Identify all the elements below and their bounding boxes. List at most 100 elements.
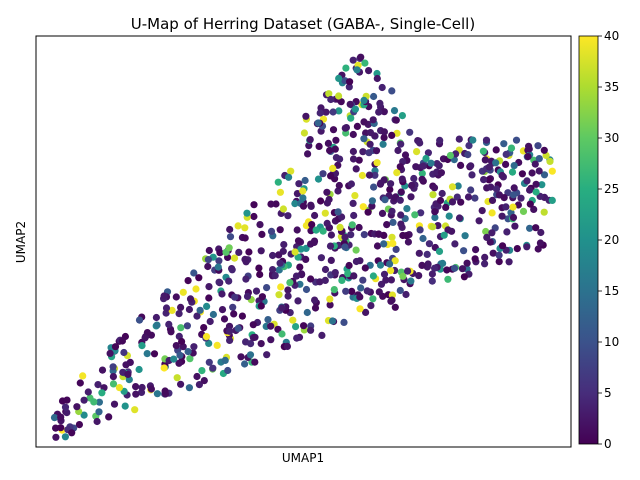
scatter-point xyxy=(386,260,394,268)
scatter-point xyxy=(226,225,234,234)
scatter-point xyxy=(380,240,388,248)
scatter-point xyxy=(110,400,119,408)
scatter-point xyxy=(397,140,405,148)
scatter-point xyxy=(93,417,101,426)
scatter-point xyxy=(404,267,412,275)
scatter-point xyxy=(319,227,327,235)
scatter-point xyxy=(546,157,554,165)
scatter-point xyxy=(375,108,383,116)
scatter-point xyxy=(368,202,376,210)
scatter-point xyxy=(502,160,510,168)
scatter-point xyxy=(315,142,323,150)
scatter-point xyxy=(225,322,234,330)
scatter-point xyxy=(323,199,331,207)
scatter-point xyxy=(338,213,346,221)
scatter-point xyxy=(118,337,126,345)
scatter-point xyxy=(276,226,284,234)
scatter-point xyxy=(215,278,223,286)
colorbar-ticks: 0 5 10 15 20 25 30 35 40 xyxy=(598,29,619,451)
scatter-point xyxy=(454,182,462,190)
scatter-point xyxy=(419,162,427,170)
scatter-point xyxy=(196,306,204,314)
scatter-point xyxy=(299,187,307,195)
scatter-point xyxy=(326,242,335,250)
scatter-point xyxy=(284,292,292,300)
scatter-point xyxy=(461,232,469,240)
scatter-point xyxy=(76,379,84,387)
scatter-point xyxy=(334,208,342,216)
scatter-point xyxy=(537,228,545,237)
scatter-point xyxy=(138,342,146,350)
scatter-point xyxy=(349,155,358,163)
scatter-point xyxy=(429,223,437,231)
scatter-point xyxy=(349,130,357,139)
scatter-point xyxy=(380,134,388,142)
scatter-point xyxy=(331,269,339,277)
colorbar-tick-label: 0 xyxy=(604,437,612,451)
scatter-point xyxy=(500,194,508,202)
scatter-point xyxy=(135,365,143,374)
scatter-point xyxy=(356,293,364,301)
scatter-point xyxy=(540,146,548,154)
scatter-point xyxy=(401,151,410,159)
scatter-point xyxy=(538,181,546,189)
scatter-point xyxy=(526,186,534,194)
scatter-point xyxy=(364,208,372,216)
scatter-point xyxy=(471,194,479,202)
scatter-point xyxy=(250,201,258,209)
scatter-point xyxy=(418,175,426,183)
scatter-point xyxy=(346,78,354,86)
scatter-point xyxy=(138,383,146,392)
scatter-point xyxy=(353,122,361,130)
scatter-point xyxy=(131,406,139,414)
scatter-point xyxy=(390,107,399,115)
scatter-point xyxy=(317,254,325,262)
scatter-point xyxy=(509,213,518,222)
scatter-point xyxy=(241,255,249,263)
scatter-point xyxy=(193,312,201,320)
scatter-point xyxy=(360,231,368,239)
scatter-point xyxy=(392,116,400,124)
scatter-point xyxy=(399,272,407,280)
scatter-point xyxy=(251,358,259,366)
scatter-point xyxy=(365,67,373,75)
scatter-point xyxy=(431,213,439,222)
scatter-point xyxy=(455,135,463,143)
scatter-point xyxy=(205,283,213,291)
scatter-point xyxy=(94,381,102,389)
scatter-point xyxy=(330,286,338,294)
scatter-point xyxy=(300,322,308,330)
scatter-point xyxy=(122,361,130,369)
scatter-point xyxy=(184,277,192,285)
scatter-point xyxy=(209,364,217,372)
scatter-point xyxy=(367,302,375,310)
scatter-point xyxy=(425,240,433,248)
scatter-point xyxy=(475,217,483,225)
scatter-point xyxy=(317,197,325,205)
scatter-point xyxy=(513,245,521,253)
scatter-point xyxy=(272,200,280,208)
scatter-point xyxy=(218,290,226,298)
scatter-point xyxy=(335,92,343,100)
scatter-point xyxy=(498,242,507,250)
scatter-point xyxy=(435,247,444,255)
scatter-point xyxy=(380,108,388,116)
scatter-point xyxy=(337,98,345,106)
scatter-point xyxy=(206,317,214,326)
scatter-point xyxy=(341,124,349,132)
scatter-point xyxy=(369,272,377,280)
scatter-point xyxy=(160,292,168,300)
scatter-point xyxy=(311,296,319,304)
scatter-point xyxy=(316,278,324,286)
scatter-point xyxy=(61,433,69,441)
scatter-point xyxy=(302,112,310,120)
scatter-point xyxy=(530,205,538,213)
scatter-point xyxy=(488,229,496,237)
scatter-point xyxy=(418,261,426,269)
scatter-point xyxy=(388,233,396,241)
scatter-point xyxy=(361,264,369,272)
scatter-point xyxy=(524,153,532,161)
scatter-point xyxy=(235,248,243,256)
scatter-point xyxy=(263,284,271,292)
scatter-point xyxy=(329,126,338,134)
